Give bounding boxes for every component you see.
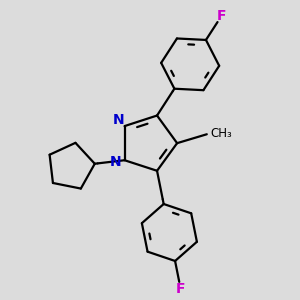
Text: N: N <box>113 113 124 127</box>
Text: N: N <box>110 155 122 169</box>
Text: CH₃: CH₃ <box>211 127 232 140</box>
Text: F: F <box>176 283 185 296</box>
Text: F: F <box>217 9 226 22</box>
